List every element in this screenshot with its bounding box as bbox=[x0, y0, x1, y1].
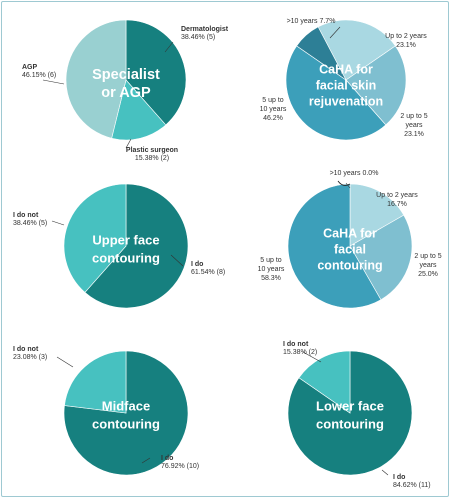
slice-label-i-do: I do 84.62% (11) bbox=[393, 474, 431, 489]
slice-label-i-do-not: I do not 15.38% (2) bbox=[283, 341, 317, 356]
slice-label-10-years: >10 years 0.0% bbox=[330, 170, 379, 177]
pie-slice-dermatologist bbox=[125, 19, 187, 126]
pie-chart-caha-for-facial-contouring: CaHA for facial contouring Up to 2 years 16.… bbox=[258, 170, 442, 309]
leader-line bbox=[345, 182, 351, 189]
leader-line bbox=[329, 26, 341, 39]
slice-label-5-up-to-10-years: 5 up to 10 years 46.2% bbox=[260, 97, 287, 122]
leader-line bbox=[170, 254, 184, 267]
pie-chart-lower-face-contouring: Lower face contouring I do 84.62% (11) I do … bbox=[283, 341, 431, 489]
chart-center-title: Lower face contouring bbox=[316, 399, 384, 432]
pie-slice-i-do-not bbox=[298, 350, 351, 414]
chart-center-title: Upper face contouring bbox=[92, 233, 160, 266]
pie-slice-i-do-not bbox=[64, 350, 127, 414]
leader-line bbox=[302, 351, 322, 363]
pie-chart-upper-face-contouring: Upper face contouring I do 61.54% (8) I do n… bbox=[13, 183, 225, 309]
slice-label-i-do: I do 76.92% (10) bbox=[161, 455, 199, 470]
leader-line bbox=[381, 469, 389, 476]
pie-chart-specialist-or-agp: Specialist or AGP Dermatologist 38.46% (5) P… bbox=[22, 19, 229, 162]
pie-slice-10-years bbox=[296, 26, 347, 81]
slice-label-plastic-surgeon: Plastic surgeon 15.38% (2) bbox=[126, 147, 178, 162]
label-leader-lines bbox=[42, 26, 389, 476]
pie-slice-i-do bbox=[84, 183, 189, 309]
slice-label-2-up-to-5-years: 2 up to 5 years 23.1% bbox=[400, 113, 427, 138]
slice-label-up-to-2-years: Up to 2 years 23.1% bbox=[385, 33, 427, 49]
leader-curve bbox=[337, 180, 351, 186]
chart-center-title: CaHA for facial skin rejuvenation bbox=[309, 62, 383, 108]
slice-label-i-do: I do 61.54% (8) bbox=[191, 261, 225, 276]
pie-slice-5-up-to-10-years bbox=[285, 45, 387, 141]
slice-label-dermatologist: Dermatologist 38.46% (5) bbox=[181, 26, 229, 41]
slice-label-i-do-not: I do not 38.46% (5) bbox=[13, 212, 47, 227]
leader-line bbox=[56, 356, 74, 368]
slice-label-10-years: >10 years 7.7% bbox=[287, 18, 336, 25]
pie-slice-up-to-2-years bbox=[349, 183, 405, 247]
pie-slice-i-do-not bbox=[63, 183, 127, 293]
leader-line bbox=[141, 457, 151, 464]
pie-chart-midface-contouring: Midface contouring I do 76.92% (10) I do not… bbox=[13, 346, 199, 476]
chart-center-title: CaHA for facial contouring bbox=[317, 226, 382, 272]
slice-label-5-up-to-10-years: 5 up to 10 years 58.3% bbox=[258, 257, 285, 282]
leader-line bbox=[125, 138, 132, 149]
pie-slice-2-up-to-5-years bbox=[345, 45, 407, 126]
pie-slice-5-up-to-10-years bbox=[287, 183, 382, 309]
chart-center-title: Specialist or AGP bbox=[92, 67, 160, 101]
pie-slice-plastic-surgeon bbox=[111, 79, 167, 141]
slice-label-i-do-not: I do not 23.08% (3) bbox=[13, 346, 47, 361]
pie-slice-agp bbox=[65, 19, 127, 139]
pie-slice-2-up-to-5-years bbox=[349, 214, 413, 301]
slice-label-2-up-to-5-years: 2 up to 5 years 25.0% bbox=[414, 253, 441, 278]
leader-line bbox=[51, 220, 65, 226]
slice-label-up-to-2-years: Up to 2 years 16.7% bbox=[376, 192, 418, 208]
slice-label-agp: AGP 46.15% (6) bbox=[22, 64, 56, 79]
pie-slice-up-to-2-years bbox=[317, 19, 396, 81]
leader-line bbox=[42, 79, 65, 85]
chart-center-title: Midface contouring bbox=[92, 399, 160, 432]
leader-line bbox=[164, 41, 174, 53]
